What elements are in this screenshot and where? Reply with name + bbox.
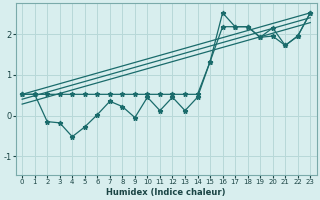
- X-axis label: Humidex (Indice chaleur): Humidex (Indice chaleur): [107, 188, 226, 197]
